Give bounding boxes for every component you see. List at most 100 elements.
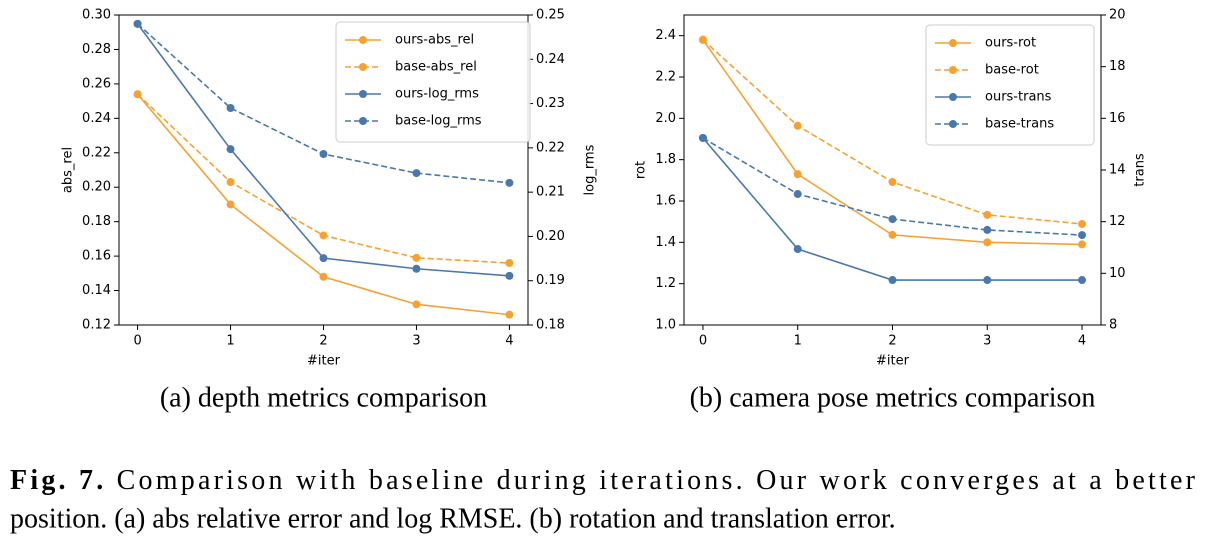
point — [793, 190, 802, 199]
point — [319, 231, 328, 240]
point — [1078, 219, 1087, 228]
y2-axis-label: log_rms — [583, 144, 598, 195]
caption-label: Fig. 7. — [10, 465, 103, 496]
point — [412, 264, 421, 273]
y-tick-label: 1.2 — [655, 276, 676, 291]
legend-label: ours-log_rms — [395, 87, 479, 102]
y2-tick-label: 0.25 — [536, 8, 565, 23]
y-tick-label: 2.4 — [655, 28, 676, 43]
legend-label: base-log_rms — [395, 114, 482, 129]
x-tick-label: 3 — [983, 334, 991, 349]
legend-label: ours-rot — [985, 36, 1036, 51]
y-tick-label: 0.26 — [82, 76, 111, 91]
y2-tick-label: 0.20 — [536, 229, 565, 244]
legend-marker — [359, 36, 367, 44]
y-tick-label: 2.2 — [655, 70, 676, 85]
legend-label: base-trans — [985, 117, 1054, 132]
y-tick-label: 0.12 — [82, 318, 111, 333]
point — [983, 276, 992, 285]
chart: 0 1 2 3 4 0.12 0.14 0.16 0.18 0.20 0.22 0.24 0.26 0.2… — [61, 8, 598, 414]
x-tick-label: 0 — [133, 334, 141, 349]
point — [412, 253, 421, 262]
legend-label: base-abs_rel — [395, 60, 477, 75]
y-tick-label: 1.0 — [655, 318, 676, 333]
y-tick-label: 0.30 — [82, 8, 111, 23]
y-tick-label: 2.0 — [655, 111, 676, 126]
point — [983, 210, 992, 219]
point — [505, 271, 514, 280]
y-tick-label: 0.24 — [82, 111, 111, 126]
y2-tick-label: 8 — [1109, 318, 1117, 333]
x-axis-label: #iter — [876, 354, 910, 369]
x-tick-label: 2 — [888, 334, 896, 349]
caption-line: Fig. 7. Comparison with baseline during … — [10, 465, 1196, 496]
y-tick-label: 0.28 — [82, 42, 111, 57]
point — [983, 238, 992, 247]
y2-axis-label: trans — [1133, 153, 1148, 187]
legend-marker — [359, 90, 367, 98]
legend-marker — [949, 93, 957, 101]
legend-label: ours-trans — [985, 90, 1052, 105]
point — [888, 276, 897, 285]
point — [319, 150, 328, 159]
legend-marker — [359, 63, 367, 71]
point — [133, 90, 142, 99]
point — [793, 245, 802, 254]
x-tick-label: 4 — [505, 334, 513, 349]
y-tick-label: 1.4 — [655, 235, 676, 250]
point — [888, 215, 897, 224]
point — [412, 300, 421, 309]
point — [983, 225, 992, 234]
y2-tick-label: 12 — [1109, 214, 1126, 229]
point — [1078, 231, 1087, 240]
y-axis-label: abs_rel — [61, 147, 76, 193]
legend-box — [335, 21, 531, 143]
y2-tick-label: 18 — [1109, 59, 1126, 74]
point — [793, 121, 802, 130]
point — [698, 133, 707, 142]
point — [1078, 240, 1087, 249]
legend-marker — [949, 120, 957, 128]
point — [226, 200, 235, 209]
point — [226, 178, 235, 187]
y-tick-label: 0.20 — [82, 180, 111, 195]
point — [698, 35, 707, 44]
x-axis-label: #iter — [307, 354, 341, 369]
point — [888, 177, 897, 186]
caption-text: Comparison with baseline during iteratio… — [117, 465, 1196, 496]
subcaption: (b) camera pose metrics comparison — [690, 382, 1096, 413]
y2-tick-label: 0.22 — [536, 140, 565, 155]
subcaption: (a) depth metrics comparison — [160, 382, 487, 413]
x-tick-label: 1 — [794, 334, 802, 349]
point — [793, 170, 802, 179]
point — [412, 169, 421, 178]
legend-marker — [949, 39, 957, 47]
point — [1078, 276, 1087, 285]
point — [319, 254, 328, 263]
y-tick-label: 0.22 — [82, 145, 111, 160]
y2-tick-label: 16 — [1109, 111, 1126, 126]
x-tick-label: 3 — [412, 334, 420, 349]
x-tick-label: 2 — [319, 334, 327, 349]
x-tick-label: 0 — [699, 334, 707, 349]
y-tick-label: 1.6 — [655, 194, 676, 209]
point — [226, 104, 235, 112]
legend-label: base-rot — [985, 63, 1039, 78]
point — [505, 310, 514, 319]
point — [133, 19, 142, 28]
y2-tick-label: 10 — [1109, 266, 1126, 281]
y2-tick-label: 0.23 — [536, 96, 565, 111]
legend-marker — [359, 117, 367, 125]
y-tick-label: 0.16 — [82, 249, 111, 264]
point — [505, 178, 514, 187]
y-tick-label: 0.18 — [82, 214, 111, 229]
point — [319, 272, 328, 281]
y2-tick-label: 0.18 — [536, 318, 565, 333]
legend-label: ours-abs_rel — [395, 33, 474, 48]
point — [505, 259, 514, 267]
y2-tick-label: 14 — [1109, 163, 1126, 178]
y2-tick-label: 20 — [1109, 8, 1126, 23]
caption-line: position. (a) abs relative error and log… — [10, 503, 896, 534]
y2-tick-label: 0.24 — [536, 52, 565, 67]
